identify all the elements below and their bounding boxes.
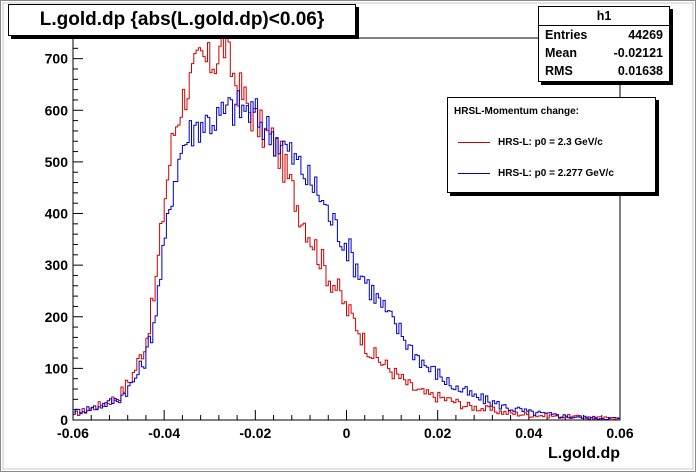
chart-title-text: L.gold.dp {abs(L.gold.dp)<0.06} [39,9,325,30]
x-tick-label: -0.06 [57,425,89,441]
series-line-red [73,37,620,421]
stats-row-rms: RMS 0.01638 [539,62,669,80]
stats-label: RMS [545,64,573,78]
y-tick-label: 400 [45,206,69,222]
legend-swatch-red [458,141,490,143]
stats-label: Entries [545,28,588,42]
x-tick-label: -0.04 [148,425,180,441]
series-line-blue [73,90,620,420]
x-tick-label: 0 [343,425,351,441]
stats-row-mean: Mean -0.02121 [539,44,669,62]
legend-label-red: HRS-L: p0 = 2.3 GeV/c [498,136,603,148]
stats-value: 0.01638 [617,64,663,78]
legend: HRSL-Momentum change: HRS-L: p0 = 2.3 Ge… [447,97,656,193]
chart-title: L.gold.dp {abs(L.gold.dp)<0.06} [8,4,356,36]
y-tick-label: 700 [45,51,69,67]
x-tick-label: -0.02 [239,425,271,441]
legend-swatch-blue [458,172,490,174]
legend-entry-red: HRS-L: p0 = 2.3 GeV/c [458,135,603,149]
legend-label-blue: HRS-L: p0 = 2.277 GeV/c [498,167,614,179]
legend-header: HRSL-Momentum change: [454,106,579,117]
legend-entry-blue: HRS-L: p0 = 2.277 GeV/c [458,166,614,180]
stats-label: Mean [545,46,577,60]
x-tick-label: 0.02 [424,425,451,441]
x-axis-label: L.gold.dp [548,445,620,462]
y-tick-label: 600 [45,102,69,118]
y-tick-label: 0 [60,412,68,428]
y-tick-label: 500 [45,154,69,170]
y-tick-label: 300 [45,257,69,273]
x-tick-label: 0.04 [515,425,542,441]
stats-name: h1 [539,7,669,26]
stats-row-entries: Entries 44269 [539,26,669,44]
x-tick-label: 0.06 [606,425,633,441]
y-tick-label: 200 [45,309,69,325]
stats-value: 44269 [628,28,663,42]
stats-value: -0.02121 [613,46,663,60]
y-tick-label: 100 [45,360,69,376]
stats-box: h1 Entries 44269 Mean -0.02121 RMS 0.016… [538,6,670,82]
plot-frame [72,37,621,421]
